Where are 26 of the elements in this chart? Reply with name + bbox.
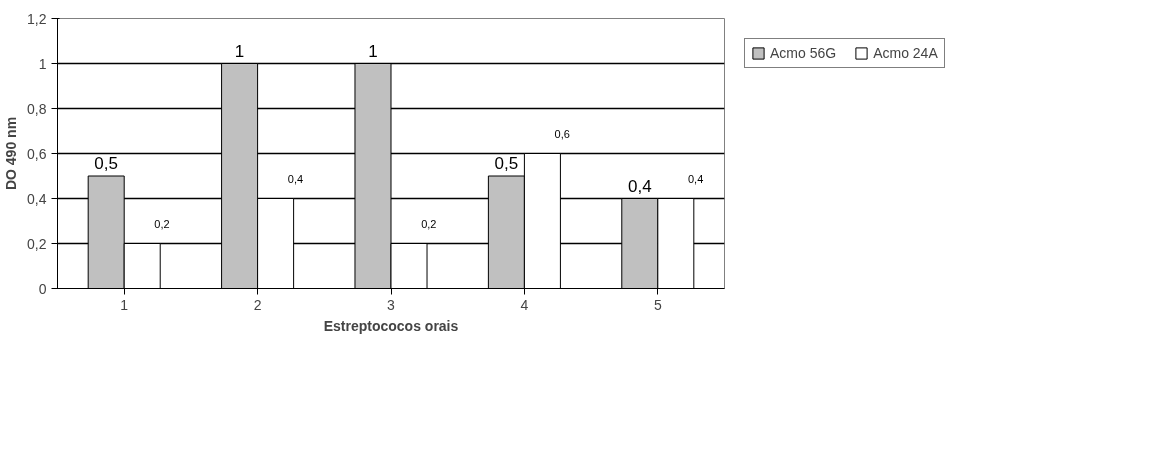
y-tick-label: 0,8	[27, 100, 47, 117]
y-tick-label: 1	[38, 55, 47, 72]
y-tick-label: 0,4	[27, 190, 47, 207]
x-tick-label: 5	[653, 296, 662, 313]
y-tick-label: 1,2	[27, 10, 47, 27]
legend-label: Acmo 24A	[873, 45, 938, 61]
x-tick-label: 1	[120, 296, 129, 313]
data-label: 1	[368, 41, 378, 61]
x-tick-label: 2	[253, 296, 262, 313]
data-label: 0,4	[287, 172, 304, 185]
x-tick-label: 3	[387, 296, 396, 313]
data-label: 0,6	[554, 127, 570, 140]
y-axis-title: DO 490 nm	[3, 116, 20, 191]
data-label: 0,4	[627, 176, 652, 196]
data-label: 0,4	[687, 172, 704, 185]
data-label: 0,5	[94, 154, 119, 174]
data-label: 0,2	[154, 217, 170, 230]
data-label: 0,2	[421, 217, 437, 230]
y-tick-label: 0,6	[27, 145, 47, 162]
x-tick-label: 4	[520, 296, 529, 313]
legend-label: Acmo 56G	[770, 45, 837, 61]
data-label: 1	[234, 41, 245, 61]
y-tick-label: 0	[38, 280, 47, 297]
data-label: 0,5	[494, 154, 519, 174]
y-tick-label: 0,2	[27, 235, 47, 252]
x-axis-title: Estreptococos orais	[323, 317, 459, 334]
